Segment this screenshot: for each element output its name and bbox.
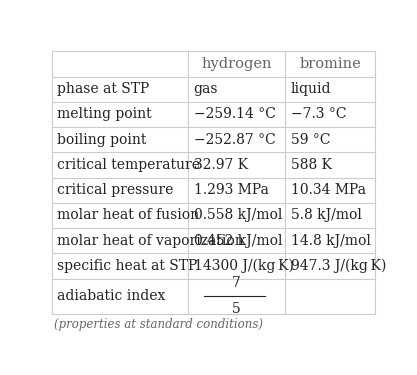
Text: liquid: liquid	[291, 82, 331, 96]
Text: 5.8 kJ/mol: 5.8 kJ/mol	[291, 209, 362, 222]
Text: 14.8 kJ/mol: 14.8 kJ/mol	[291, 234, 370, 248]
Text: 0.558 kJ/mol: 0.558 kJ/mol	[193, 209, 282, 222]
Text: 10.34 MPa: 10.34 MPa	[291, 183, 366, 197]
Text: 588 K: 588 K	[291, 158, 332, 172]
Text: molar heat of fusion: molar heat of fusion	[57, 209, 199, 222]
Text: (properties at standard conditions): (properties at standard conditions)	[54, 318, 263, 331]
Text: 59 °C: 59 °C	[291, 133, 330, 147]
Text: critical pressure: critical pressure	[57, 183, 173, 197]
Text: 5: 5	[232, 302, 241, 316]
Text: 1.293 MPa: 1.293 MPa	[193, 183, 269, 197]
Text: 7: 7	[232, 276, 241, 290]
Text: boiling point: boiling point	[57, 133, 146, 147]
Text: bromine: bromine	[299, 57, 361, 71]
Text: melting point: melting point	[57, 108, 152, 122]
Text: hydrogen: hydrogen	[201, 57, 271, 71]
Text: −252.87 °C: −252.87 °C	[193, 133, 275, 147]
Text: −259.14 °C: −259.14 °C	[193, 108, 276, 122]
Text: 14300 J/(kg K): 14300 J/(kg K)	[193, 259, 294, 273]
Text: critical temperature: critical temperature	[57, 158, 200, 172]
Text: adiabatic index: adiabatic index	[57, 289, 166, 303]
Text: 0.452 kJ/mol: 0.452 kJ/mol	[193, 234, 282, 248]
Text: molar heat of vaporization: molar heat of vaporization	[57, 234, 244, 248]
Text: phase at STP: phase at STP	[57, 82, 149, 96]
Text: specific heat at STP: specific heat at STP	[57, 259, 197, 273]
Text: 32.97 K: 32.97 K	[193, 158, 248, 172]
Text: 947.3 J/(kg K): 947.3 J/(kg K)	[291, 259, 386, 273]
Text: gas: gas	[193, 82, 218, 96]
Text: −7.3 °C: −7.3 °C	[291, 108, 346, 122]
